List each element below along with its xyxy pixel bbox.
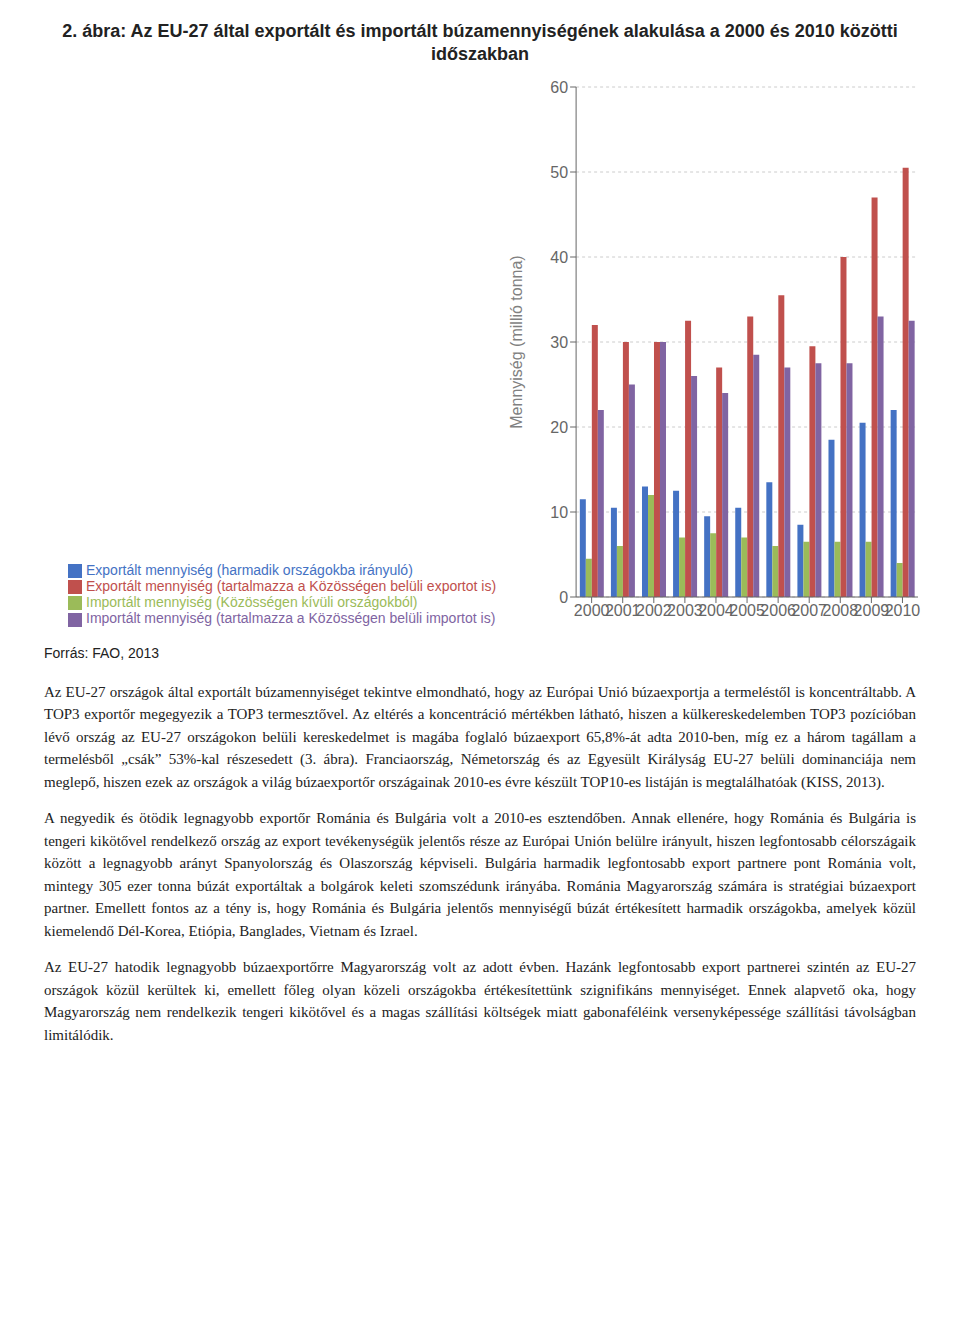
html-text:Exportált mennyiség (harmadik: Exportált mennyiség (harmadik országokba… [86, 561, 413, 578]
svg-text:20: 20 [550, 418, 568, 435]
svg-text:10: 10 [550, 503, 568, 520]
html-text:Exportált mennyiség (tartalmaz: Exportált mennyiség (tartalmazza a Közös… [86, 577, 497, 594]
svg-text:2009: 2009 [853, 602, 890, 620]
html-text:2. ábra: Az EU-27 által export: 2. ábra: Az EU-27 által exportált és imp… [62, 21, 898, 65]
svg-text:2000: 2000 [573, 602, 610, 620]
svg-text:2003: 2003 [667, 602, 703, 620]
html-text:Importált mennyiség (tartalmaz: Importált mennyiség (tartalmazza a Közös… [86, 610, 496, 627]
svg-text:Mennyiség (millió tonna): Mennyiség (millió tonna) [508, 255, 525, 428]
svg-text:0: 0 [559, 588, 568, 605]
html-text:Az EU-27 országok által export: Az EU-27 országok által exportált búzame… [44, 683, 916, 790]
html-text:Az EU-27 hatodik legnagyobb bú: Az EU-27 hatodik legnagyobb búzaexportőr… [44, 959, 916, 1043]
svg-text:2006: 2006 [760, 602, 796, 620]
svg-text:2002: 2002 [636, 602, 672, 620]
svg-text:2004: 2004 [698, 602, 734, 620]
svg-text:2001: 2001 [604, 602, 641, 620]
svg-text:2010: 2010 [885, 602, 921, 619]
html-text:Importált mennyiség (Közössége: Importált mennyiség (Közösségen kívüli o… [86, 594, 418, 611]
html-text:A negyedik és ötödik legnagyob: A negyedik és ötödik legnagyobb exportőr… [44, 810, 916, 939]
svg-text:50: 50 [550, 163, 568, 180]
svg-text:2005: 2005 [729, 602, 765, 620]
html-text:Forrás: FAO, 2013: Forrás: FAO, 2013 [44, 644, 160, 661]
svg-text:60: 60 [550, 78, 568, 95]
svg-text:2008: 2008 [822, 602, 859, 620]
svg-text:40: 40 [550, 248, 568, 265]
svg-text:30: 30 [550, 333, 568, 350]
svg-text:2007: 2007 [791, 602, 827, 620]
